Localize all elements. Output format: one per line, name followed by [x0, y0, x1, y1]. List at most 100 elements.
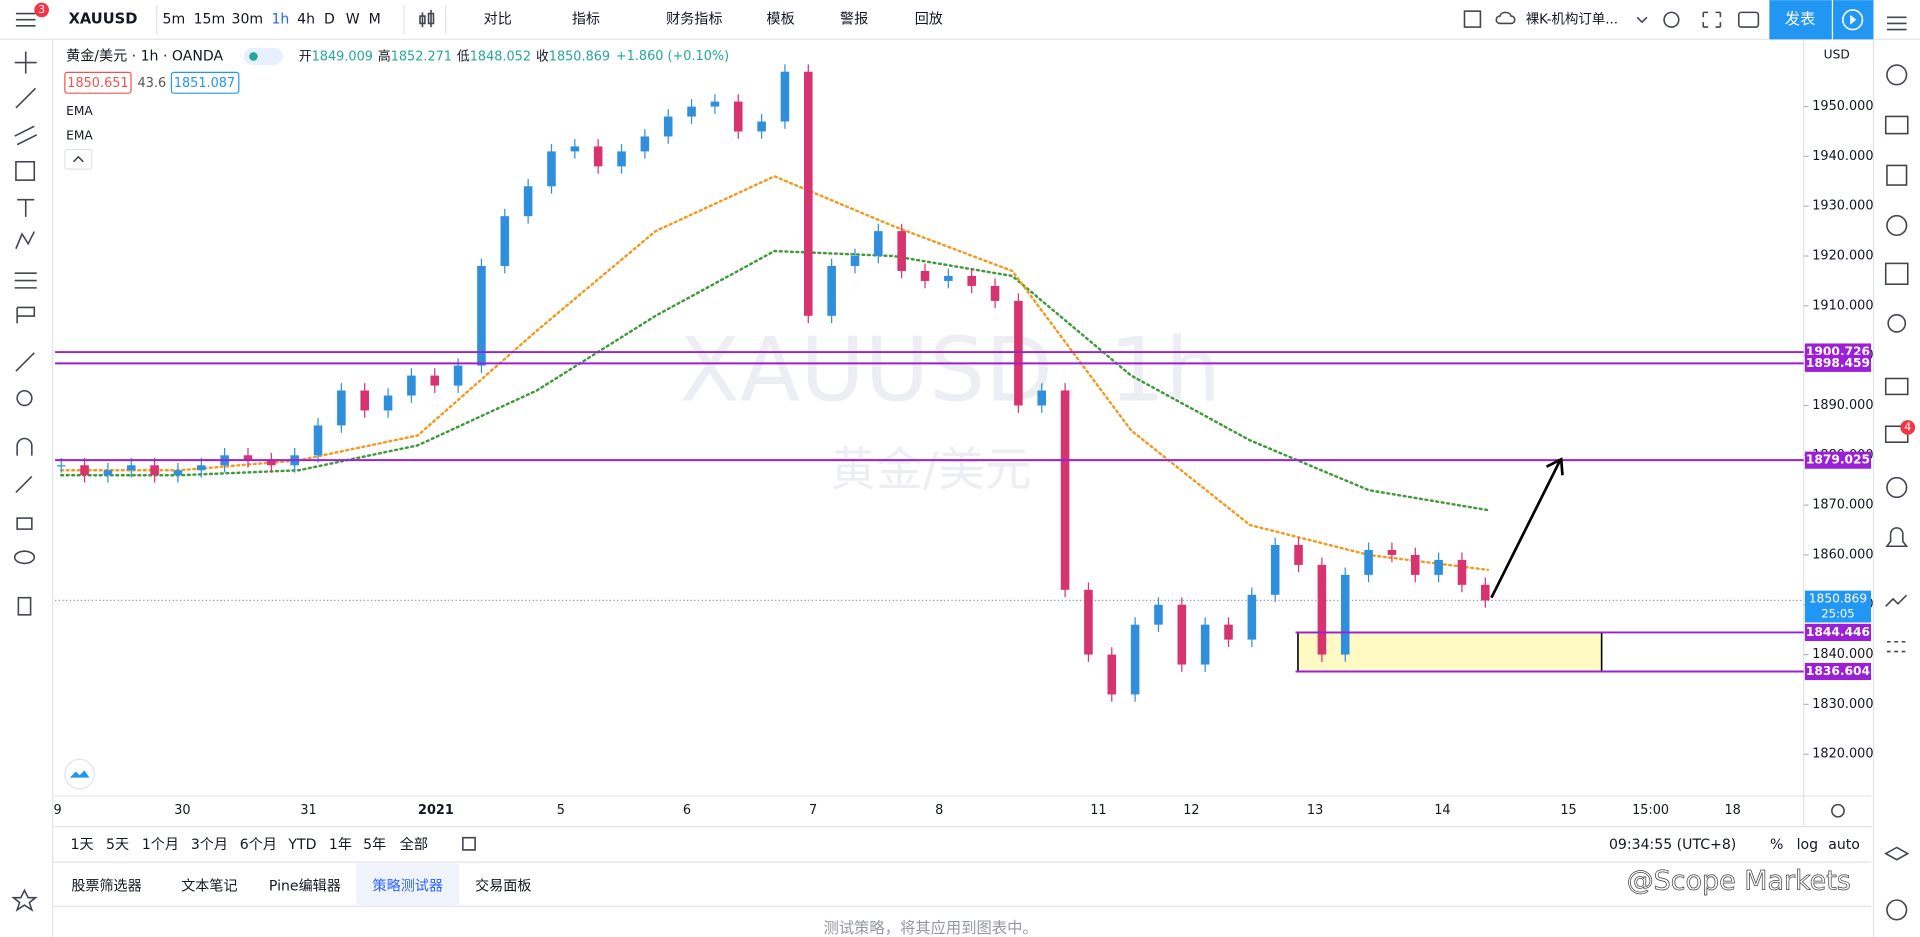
candle-body [547, 151, 556, 187]
candle-body [56, 465, 66, 467]
level-label-box [1804, 451, 1872, 469]
x-tick-label: 12 [1183, 803, 1199, 818]
panel-tab[interactable]: 策略测试器 [373, 878, 443, 895]
chart-layer: 1820.0001830.0001840.0001850.0001860.000… [53, 48, 1873, 819]
range-button[interactable]: 5天 [106, 837, 129, 853]
level-label: 1879.025 [1806, 453, 1870, 467]
collapse-button[interactable] [64, 148, 93, 170]
candle-type-icon[interactable] [419, 9, 435, 28]
panel-tab[interactable]: Pine编辑器 [269, 879, 341, 895]
interval[interactable]: 4h [297, 12, 315, 28]
range-button[interactable]: 1天 [71, 837, 94, 853]
arrow-head [1545, 457, 1564, 476]
candle-body [1060, 390, 1070, 590]
y-tick-label: 1830.000 [1812, 697, 1873, 712]
dropdown-arrow[interactable] [1636, 16, 1648, 24]
x-tick-label: 18 [1724, 803, 1740, 818]
interval[interactable]: 1h [271, 12, 289, 28]
interval[interactable]: W [346, 12, 360, 28]
candle-body [1014, 300, 1023, 406]
y-tick-label: 1950.000 [1812, 99, 1873, 114]
interval[interactable]: 5m [163, 12, 186, 28]
candle-body [897, 231, 906, 271]
change: +1.860 (+0.10%) [616, 49, 729, 64]
settings-icon[interactable] [1663, 11, 1680, 28]
symbol[interactable]: XAUUSD [69, 11, 138, 28]
candle-body [1317, 564, 1327, 655]
ohlc-value: 1849.009 [312, 49, 373, 64]
candle-body [1294, 544, 1303, 565]
candle-body [687, 106, 696, 117]
sidebar-icons[interactable] [1884, 16, 1910, 921]
toolbar-button[interactable]: 对比 [484, 12, 512, 28]
level-label-box [1804, 623, 1872, 641]
candle-body [1177, 604, 1187, 665]
scale-option[interactable]: auto [1828, 837, 1860, 853]
camera-icon[interactable] [1737, 11, 1760, 28]
ohlc-key: 高 [378, 48, 391, 64]
range-button[interactable]: 全部 [400, 836, 428, 853]
bid-box[interactable] [64, 71, 132, 94]
drawing-tools[interactable] [11, 51, 38, 912]
range-button[interactable]: YTD [287, 837, 316, 853]
publish-button[interactable] [1769, 0, 1832, 40]
candle-body [150, 465, 159, 476]
ohlc-value: 1852.271 [391, 49, 452, 64]
toolbar-button[interactable]: 回放 [915, 12, 943, 28]
axis-settings[interactable] [1831, 803, 1845, 818]
menu-button[interactable] [15, 12, 36, 27]
candle-body [1224, 624, 1233, 640]
fullscreen-icon[interactable] [1702, 11, 1722, 28]
candle-body [500, 216, 510, 266]
publish-label[interactable]: 发表 [1785, 10, 1816, 28]
layout-name[interactable]: 裸K-机构订单... [1526, 12, 1618, 28]
toolbar-button[interactable]: 模板 [767, 12, 795, 28]
range-button[interactable]: 1年 [329, 837, 352, 853]
candle-body [1364, 549, 1373, 575]
x-tick-label: 6 [683, 803, 691, 818]
candle-body [757, 121, 766, 132]
countdown: 25:05 [1821, 606, 1855, 620]
level-label: 1844.446 [1806, 625, 1870, 639]
candle-body [1410, 554, 1420, 575]
scale-option[interactable]: log [1797, 837, 1818, 853]
legend-title: 黄金/美元 · 1h · OANDA [66, 47, 223, 64]
candle-body [990, 285, 1000, 301]
ohlc-value: 1850.869 [549, 49, 610, 64]
candle-body [1270, 544, 1280, 595]
scale-option[interactable]: % [1770, 837, 1783, 853]
interval[interactable]: 30m [232, 12, 264, 28]
candle-body [1457, 559, 1467, 585]
interval[interactable]: 15m [194, 12, 226, 28]
panel-tab[interactable]: 文本笔记 [181, 879, 237, 895]
interval[interactable]: M [369, 12, 381, 28]
panel-tab[interactable]: 股票筛选器 [71, 879, 141, 895]
x-tick-label: 11 [1090, 803, 1106, 818]
candle-body [126, 465, 136, 471]
ask-box[interactable] [170, 71, 240, 94]
checkbox[interactable] [1463, 10, 1482, 28]
badge [34, 2, 49, 18]
x-tick-label: 9 [53, 803, 61, 818]
range-button[interactable]: 6个月 [240, 837, 277, 853]
candle-body [733, 101, 743, 132]
candle-body [850, 256, 860, 266]
toolbar-button[interactable]: 警报 [840, 12, 868, 28]
y-tick-label: 1890.000 [1812, 398, 1873, 413]
range-button[interactable]: 3个月 [191, 837, 228, 853]
date-range-icon[interactable] [462, 836, 476, 851]
candle-body [1107, 654, 1117, 695]
ohlc-key: 收 [536, 49, 549, 64]
candle-body [570, 146, 580, 152]
y-tick-label: 1940.000 [1812, 149, 1873, 164]
candle-body [80, 465, 89, 476]
interval[interactable]: D [324, 12, 335, 28]
panel-tab[interactable]: 交易面板 [475, 878, 531, 895]
range-button[interactable]: 5年 [363, 837, 386, 853]
range-button[interactable]: 1个月 [142, 837, 179, 853]
toolbar-button[interactable]: 财务指标 [666, 12, 722, 28]
toolbar-button[interactable]: 指标 [572, 12, 600, 28]
x-tick-label: 8 [935, 803, 943, 818]
level-label: 1898.459 [1806, 356, 1870, 370]
